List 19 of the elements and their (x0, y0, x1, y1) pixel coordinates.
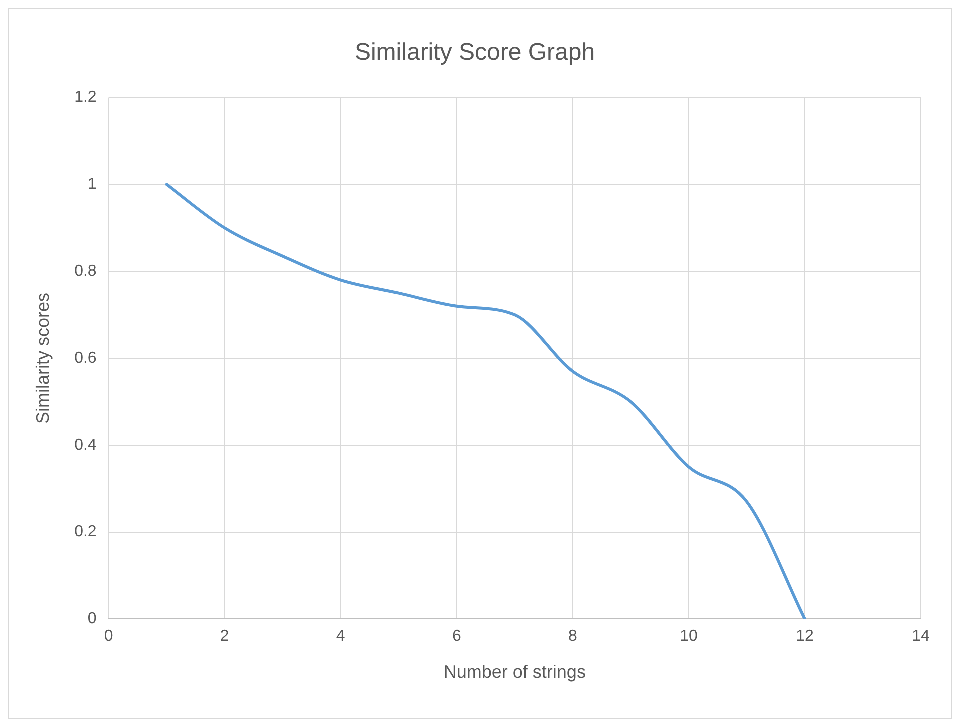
chart-title: Similarity Score Graph (354, 39, 596, 66)
x-tick-label: 0 (104, 628, 114, 646)
y-tick-label: 0.2 (74, 524, 97, 541)
y-axis-title: Similarity scores (32, 292, 53, 424)
x-tick-label: 4 (336, 628, 346, 646)
y-tick-label: 0.6 (74, 350, 97, 367)
x-axis-title: Number of strings (444, 662, 586, 682)
x-tick-label: 8 (568, 628, 578, 646)
y-tick-label: 1.2 (74, 89, 97, 106)
y-tick-label: 0.8 (74, 263, 97, 280)
x-tick-label: 14 (912, 628, 930, 646)
y-tick-label: 0 (88, 610, 97, 628)
x-tick-label: 2 (220, 628, 230, 646)
x-tick-label: 12 (796, 628, 814, 646)
x-tick-label: 10 (680, 628, 698, 646)
line-series (165, 183, 806, 620)
y-tick-label: 0.4 (74, 436, 97, 454)
y-tick-label: 1 (88, 176, 97, 194)
x-tick-label: 6 (452, 628, 462, 646)
